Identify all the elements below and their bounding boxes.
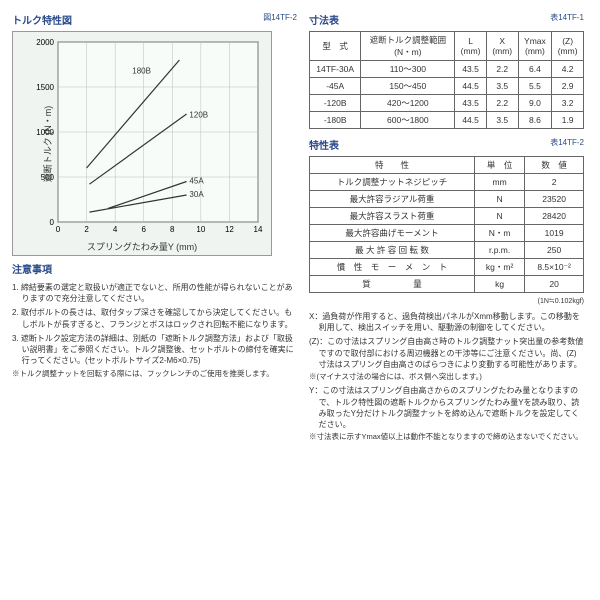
svg-text:0: 0 [56, 225, 61, 234]
svg-text:4: 4 [113, 225, 118, 234]
table-header: L(mm) [455, 32, 487, 61]
table-header: Ymax(mm) [518, 32, 552, 61]
svg-text:0: 0 [50, 218, 55, 227]
svg-text:6: 6 [141, 225, 146, 234]
note-item: (Z)：この寸法はスプリング自由高さ時のトルク調整ナット突出量の参考数値ですので… [309, 336, 584, 382]
char-table-title: 特性表 [309, 137, 339, 152]
table-header: 数 値 [525, 157, 584, 174]
table-row: -120B420～120043.52.29.03.2 [310, 95, 584, 112]
table-header: 特 性 [310, 157, 475, 174]
svg-text:120B: 120B [189, 111, 208, 120]
table-header: 型 式 [310, 32, 361, 61]
table-row: -180B600～180044.53.58.61.9 [310, 112, 584, 129]
table-header: (Z)(mm) [552, 32, 584, 61]
unit-note: (1N≒0.102kgf) [309, 297, 584, 305]
note-item: 2. 取付ボルトの長さは、取付タップ深さを確認してから決定してください。もしボル… [12, 307, 297, 329]
table-row: 最大許容ラジアル荷重N23520 [310, 191, 584, 208]
table-row: 最大許容スラスト荷重N28420 [310, 208, 584, 225]
note-item: X：過負荷が作用すると、過負荷検出パネルがXmm移動します。この移動を利用して、… [309, 311, 584, 333]
table-row: トルク調整ナットネジピッチmm2 [310, 174, 584, 191]
table-row: 14TF-30A110～30043.52.26.44.2 [310, 61, 584, 78]
torque-chart: 024681012140500100015002000180B120B45A30… [12, 31, 272, 256]
svg-text:8: 8 [170, 225, 175, 234]
x-axis-label: スプリングたわみ量Y (mm) [87, 240, 197, 253]
dim-table-ref: 表14TF-1 [550, 12, 584, 27]
svg-text:180B: 180B [132, 67, 151, 76]
notes-sub: ※トルク調整ナットを回転する際には、フックレンチのご使用を推奨します。 [12, 369, 297, 380]
table-row: 慣 性 モ ー メ ン トkg・m²8.5×10⁻² [310, 259, 584, 276]
y-axis-label: 遮断トルク (N・m) [41, 105, 54, 182]
note-item: 3. 遮断トルク設定方法の詳細は、別紙の「遮断トルク調整方法」および「取扱い説明… [12, 333, 297, 367]
right-notes: X：過負荷が作用すると、過負荷検出パネルがXmm移動します。この移動を利用して、… [309, 311, 584, 443]
characteristic-table: 特 性単 位数 値トルク調整ナットネジピッチmm2最大許容ラジアル荷重N2352… [309, 156, 584, 293]
table-header: 遮断トルク調整範囲(N・m) [361, 32, 455, 61]
table-header: 単 位 [474, 157, 524, 174]
dimension-table: 型 式遮断トルク調整範囲(N・m)L(mm)X(mm)Ymax(mm)(Z)(m… [309, 31, 584, 129]
notes-section: 注意事項 1. 締結要素の選定と取扱いが適正でないと、所用の性能が得られないこと… [12, 264, 297, 380]
svg-text:2000: 2000 [36, 38, 54, 47]
table-header: X(mm) [486, 32, 518, 61]
svg-text:10: 10 [196, 225, 205, 234]
note-item: 1. 締結要素の選定と取扱いが適正でないと、所用の性能が得られないことがあります… [12, 282, 297, 304]
svg-text:30A: 30A [189, 190, 204, 199]
svg-text:45A: 45A [189, 176, 204, 185]
svg-text:1500: 1500 [36, 83, 54, 92]
table-row: 最大許容曲げモーメントN・m1019 [310, 225, 584, 242]
table-row: 質 量kg20 [310, 276, 584, 293]
dim-table-title: 寸法表 [309, 12, 339, 27]
notes-title: 注意事項 [12, 264, 297, 278]
chart-fig-ref: 図14TF-2 [263, 12, 297, 27]
char-table-ref: 表14TF-2 [550, 137, 584, 152]
svg-text:12: 12 [225, 225, 234, 234]
table-row: -45A150～45044.53.55.52.9 [310, 78, 584, 95]
note-item: Y：この寸法はスプリング自由高さからのスプリングたわみ量となりますので、トルク特… [309, 385, 584, 442]
chart-title: トルク特性図 [12, 12, 72, 27]
svg-text:2: 2 [84, 225, 89, 234]
table-row: 最 大 許 容 回 転 数r.p.m.250 [310, 242, 584, 259]
svg-text:14: 14 [254, 225, 263, 234]
